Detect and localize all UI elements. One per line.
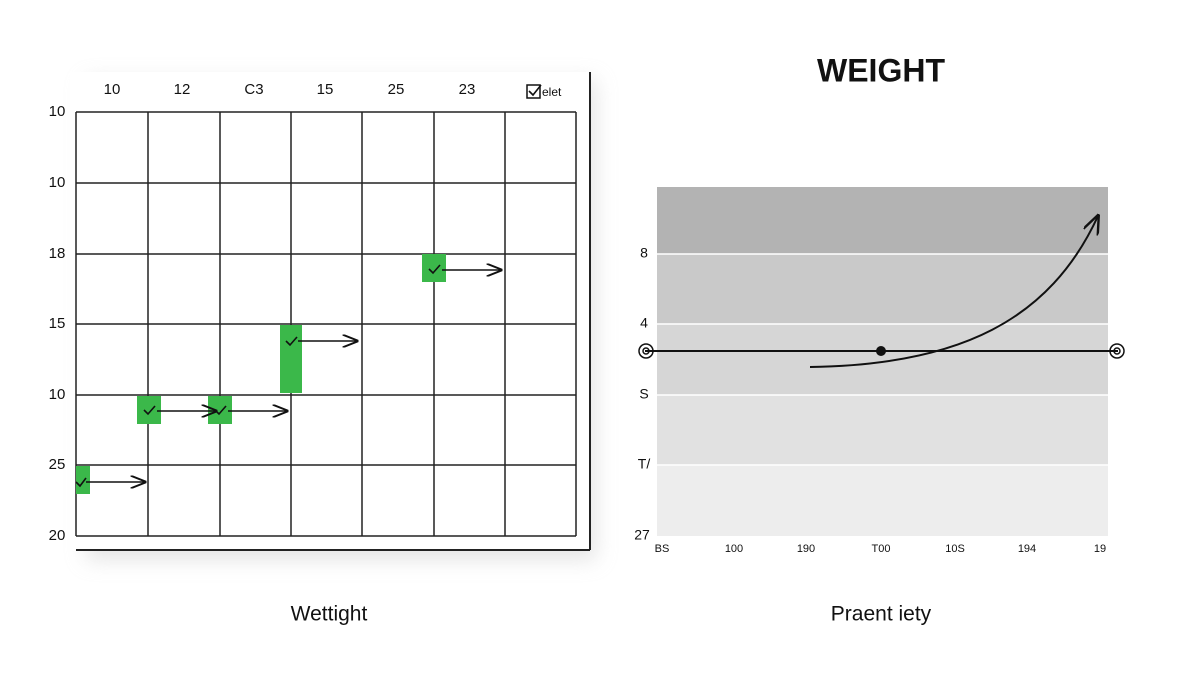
x-label: 190 — [797, 543, 815, 555]
y-label: S — [639, 386, 648, 402]
x-label: BS — [655, 543, 670, 555]
task-blocks — [75, 254, 501, 494]
marker — [876, 346, 886, 356]
column-label: 25 — [388, 81, 405, 98]
column-label: 23 — [459, 81, 476, 98]
y-label: 27 — [634, 527, 650, 543]
y-label: 8 — [640, 245, 648, 261]
bands — [657, 187, 1108, 536]
trend-curve — [809, 216, 1098, 368]
column-label: 12 — [174, 81, 191, 98]
caption: Wettight — [291, 603, 368, 626]
checkbox[interactable] — [526, 84, 541, 99]
y-label: T/ — [638, 456, 651, 472]
title: WEIGHT — [817, 52, 945, 88]
x-label: 194 — [1018, 543, 1036, 555]
y-label: 4 — [640, 315, 648, 331]
caption: Praent iety — [831, 603, 932, 626]
column-label: 15 — [317, 81, 334, 98]
panel — [70, 72, 590, 550]
x-label: 100 — [725, 543, 743, 555]
column-label: 10 — [104, 81, 121, 98]
column-label: C3 — [244, 81, 263, 98]
row-label: 20 — [49, 527, 66, 544]
row-label: 10 — [49, 174, 66, 191]
target-icons — [638, 343, 1125, 359]
row-label: 10 — [49, 103, 66, 120]
checkbox-label: elet — [542, 85, 562, 99]
x-label: 10S — [945, 543, 965, 555]
grid — [75, 72, 591, 551]
row-label: 18 — [49, 245, 66, 262]
row-label: 25 — [49, 456, 66, 473]
row-label: 15 — [49, 315, 66, 332]
x-label: 19 — [1094, 543, 1106, 555]
x-label: T00 — [872, 543, 891, 555]
row-label: 10 — [49, 386, 66, 403]
